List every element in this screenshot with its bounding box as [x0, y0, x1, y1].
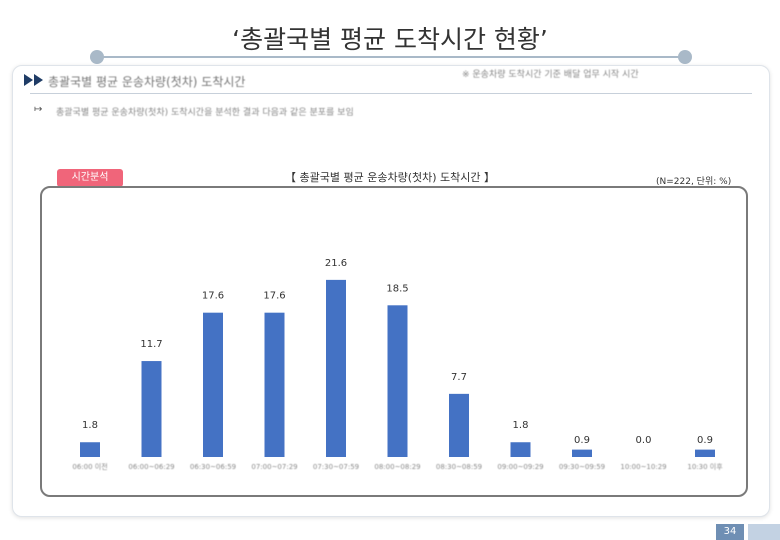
value-label-1: 11.7 — [140, 339, 162, 350]
value-label-10: 0.9 — [697, 435, 713, 446]
value-label-4: 21.6 — [325, 258, 347, 269]
title-rule — [97, 56, 685, 58]
bar-6 — [449, 393, 469, 457]
value-label-2: 17.6 — [202, 291, 224, 302]
category-label-1: 06:00~06:29 — [128, 463, 174, 471]
rule-dot-left — [90, 50, 104, 64]
bar-10 — [695, 449, 715, 457]
category-label-2: 06:30~06:59 — [190, 463, 236, 471]
chart-note: (N=222, 단위: %) — [656, 177, 732, 187]
chart-title: 【 총괄국별 평균 운송차량(첫차) 도착시간 】 — [285, 171, 495, 184]
bar-3 — [264, 312, 285, 457]
category-label-8: 09:30~09:59 — [559, 463, 605, 471]
bar-7 — [510, 442, 531, 457]
page-number: 34 — [716, 524, 744, 540]
category-label-5: 08:00~08:29 — [374, 463, 420, 471]
bar-4 — [326, 279, 346, 457]
bar-5 — [387, 305, 408, 457]
category-label-9: 10:00~10:29 — [620, 463, 666, 471]
category-label-10: 10:30 이후 — [687, 462, 723, 471]
value-label-6: 7.7 — [451, 372, 467, 383]
value-label-9: 0.0 — [636, 435, 652, 446]
value-label-3: 17.6 — [263, 291, 285, 302]
category-label-4: 07:30~07:59 — [313, 463, 359, 471]
top-note: ※ 운송차량 도착시간 기준 배달 업무 시작 시간 — [462, 70, 639, 80]
page-title: ‘총괄국별 평균 도착시간 현황’ — [232, 25, 548, 54]
analysis-badge: 시간분석 — [57, 169, 123, 187]
value-label-8: 0.9 — [574, 435, 590, 446]
bar-8 — [572, 449, 592, 457]
bullet-arrow-icon: ↦ — [34, 104, 43, 115]
section-divider — [30, 93, 752, 94]
value-label-0: 1.8 — [82, 420, 98, 431]
page-tab — [748, 524, 780, 540]
category-label-0: 06:00 이전 — [72, 462, 107, 471]
section-heading: 총괄국별 평균 운송차량(첫차) 도착시간 — [48, 75, 246, 89]
rule-dot-right — [678, 50, 692, 64]
category-label-3: 07:00~07:29 — [251, 463, 297, 471]
value-label-5: 18.5 — [386, 283, 408, 294]
bar-0 — [80, 442, 100, 457]
double-arrow-icon — [24, 74, 43, 86]
category-label-6: 08:30~08:59 — [436, 463, 482, 471]
bar-1 — [141, 361, 162, 457]
value-label-7: 1.8 — [513, 420, 529, 431]
bar-2 — [203, 312, 223, 457]
section-subtext: 총괄국별 평균 운송차량(첫차) 도착시간을 분석한 결과 다음과 같은 분포를… — [56, 108, 354, 118]
category-label-7: 09:00~09:29 — [497, 463, 543, 471]
